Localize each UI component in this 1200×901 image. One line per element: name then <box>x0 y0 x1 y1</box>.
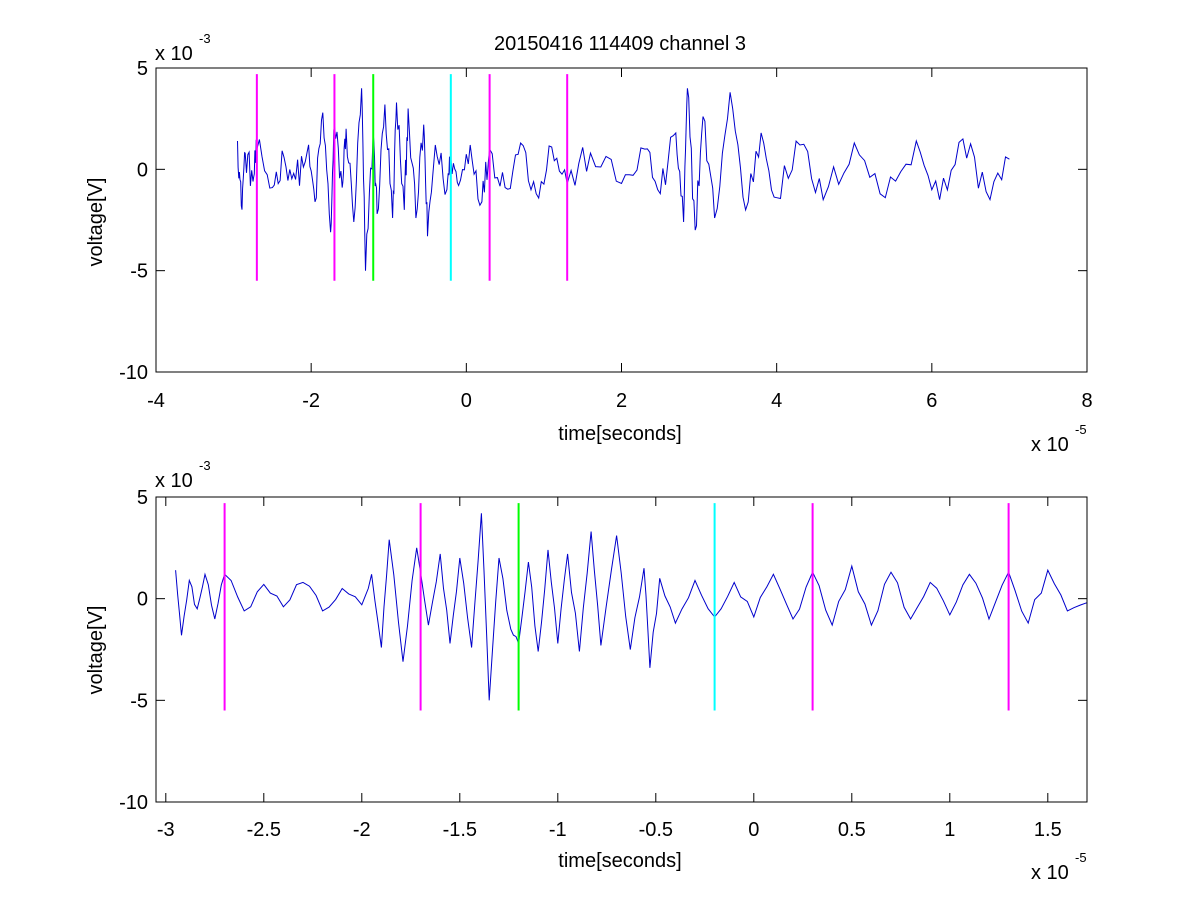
top-x-tick-label: 6 <box>926 390 937 412</box>
top-signal-line <box>237 88 1010 271</box>
bottom-y-exponent-label: x 10 <box>155 470 193 492</box>
top-chart: 20150416 114409 channel 3 x 10 -3 -4 -2 … <box>85 31 1093 456</box>
top-axis-ticks <box>155 67 1088 373</box>
top-y-tick-label: 5 <box>137 58 148 80</box>
top-x-tick-label: -4 <box>147 390 165 412</box>
bottom-x-exponent: -5 <box>1075 850 1087 865</box>
bottom-chart: x 10 -3 -3 -2.5 -2 -1.5 -1 -0.5 0 0.5 1 … <box>85 458 1088 884</box>
bottom-signal-line <box>175 513 1088 701</box>
bottom-y-exponent: -3 <box>199 458 211 473</box>
top-x-exponent-label: x 10 <box>1031 434 1069 456</box>
top-x-tick-label: 4 <box>771 390 782 412</box>
bottom-axis-ticks <box>156 496 1087 803</box>
bottom-x-tick-label: 0.5 <box>838 819 866 841</box>
top-y-axis-label: voltage[V] <box>85 178 107 267</box>
bottom-plot-area <box>155 496 1088 803</box>
top-x-axis-label: time[seconds] <box>558 423 681 445</box>
bottom-y-tick-labels: -10 -5 0 5 <box>119 487 148 814</box>
bottom-x-tick-label: 1 <box>944 819 955 841</box>
top-x-exponent: -5 <box>1075 422 1087 437</box>
top-plot-content <box>237 74 1010 281</box>
bottom-x-tick-labels: -3 -2.5 -2 -1.5 -1 -0.5 0 0.5 1 1.5 <box>157 819 1062 841</box>
top-x-tick-label: 0 <box>461 390 472 412</box>
top-x-tick-label: 2 <box>616 390 627 412</box>
bottom-x-tick-label: 1.5 <box>1034 819 1062 841</box>
top-y-exponent: -3 <box>199 31 211 46</box>
bottom-x-tick-label: -1 <box>549 819 567 841</box>
bottom-x-tick-label: -2 <box>353 819 371 841</box>
chart-title: 20150416 114409 channel 3 <box>494 33 746 55</box>
bottom-y-tick-label: -5 <box>130 690 148 712</box>
top-y-tick-label: 0 <box>137 159 148 181</box>
bottom-x-tick-label: -0.5 <box>639 819 673 841</box>
bottom-x-tick-label: 0 <box>748 819 759 841</box>
top-plot-area <box>155 67 1088 373</box>
bottom-y-tick-label: 0 <box>137 589 148 611</box>
top-y-tick-label: -10 <box>119 362 148 384</box>
top-x-tick-label: -2 <box>302 390 320 412</box>
bottom-x-exponent-label: x 10 <box>1031 862 1069 884</box>
top-y-exponent-label: x 10 <box>155 43 193 65</box>
bottom-x-axis-label: time[seconds] <box>558 850 681 872</box>
bottom-plot-content <box>175 503 1088 711</box>
bottom-x-tick-label: -2.5 <box>247 819 281 841</box>
top-x-tick-labels: -4 -2 0 2 4 6 8 <box>147 390 1092 412</box>
top-x-tick-label: 8 <box>1081 390 1092 412</box>
bottom-y-axis-label: voltage[V] <box>85 606 107 695</box>
top-y-tick-label: -5 <box>130 261 148 283</box>
bottom-x-tick-label: -1.5 <box>443 819 477 841</box>
bottom-y-tick-label: -10 <box>119 792 148 814</box>
bottom-y-tick-label: 5 <box>137 487 148 509</box>
top-y-tick-labels: -10 -5 0 5 <box>119 58 148 384</box>
bottom-x-tick-label: -3 <box>157 819 175 841</box>
